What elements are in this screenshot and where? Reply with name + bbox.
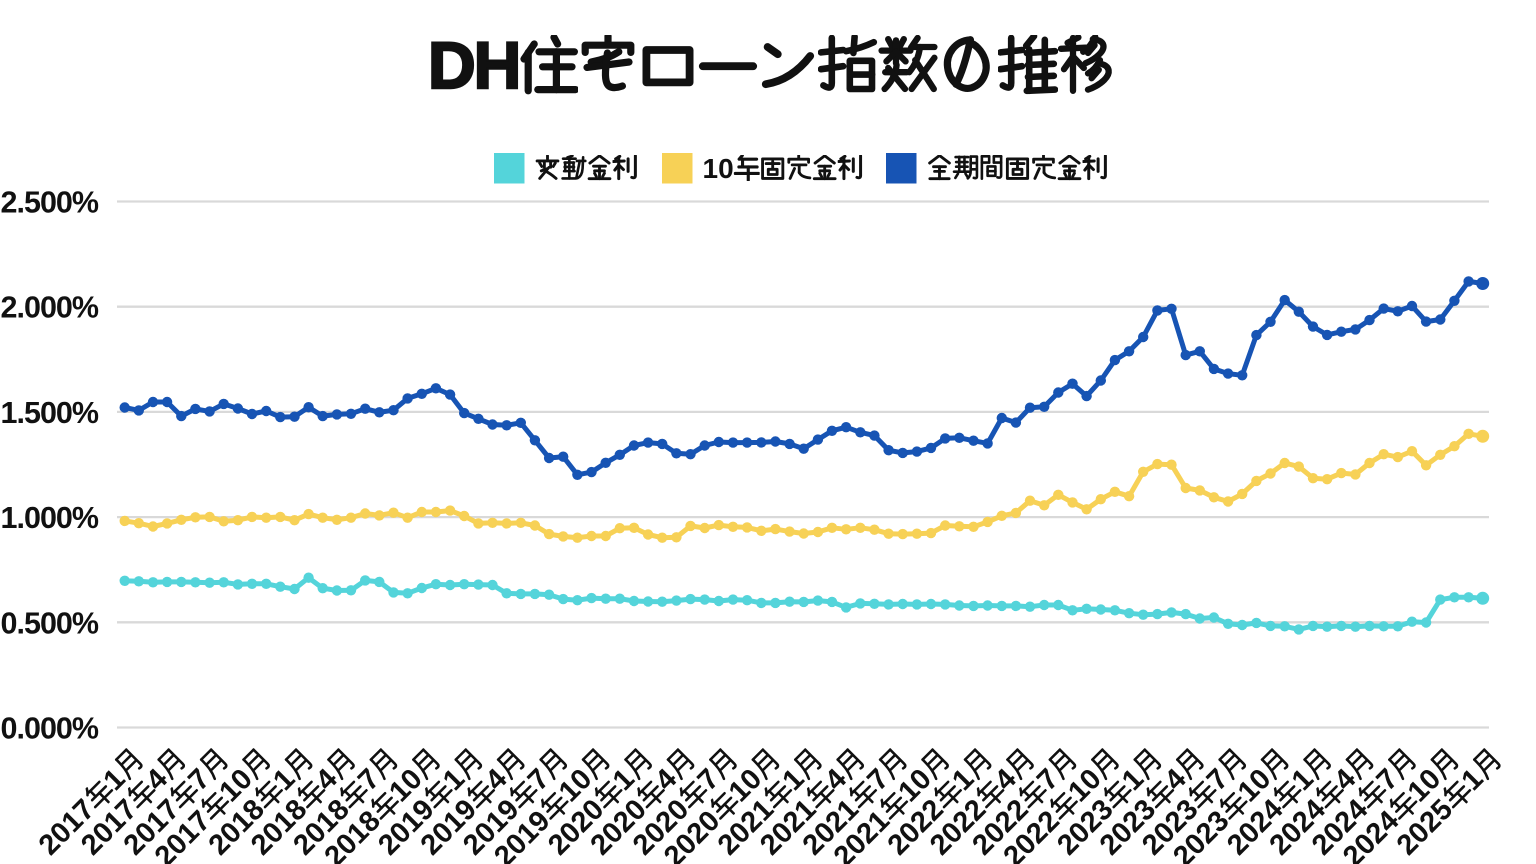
- svg-text:1.000%: 1.000%: [1, 501, 99, 535]
- svg-text:0.000%: 0.000%: [1, 712, 99, 746]
- svg-text:10: 10: [703, 153, 734, 184]
- svg-text:DH: DH: [428, 28, 519, 102]
- svg-text:0.500%: 0.500%: [1, 606, 99, 640]
- svg-text:1.500%: 1.500%: [1, 396, 99, 430]
- svg-text:2.000%: 2.000%: [1, 291, 99, 325]
- svg-text:2.500%: 2.500%: [1, 186, 99, 220]
